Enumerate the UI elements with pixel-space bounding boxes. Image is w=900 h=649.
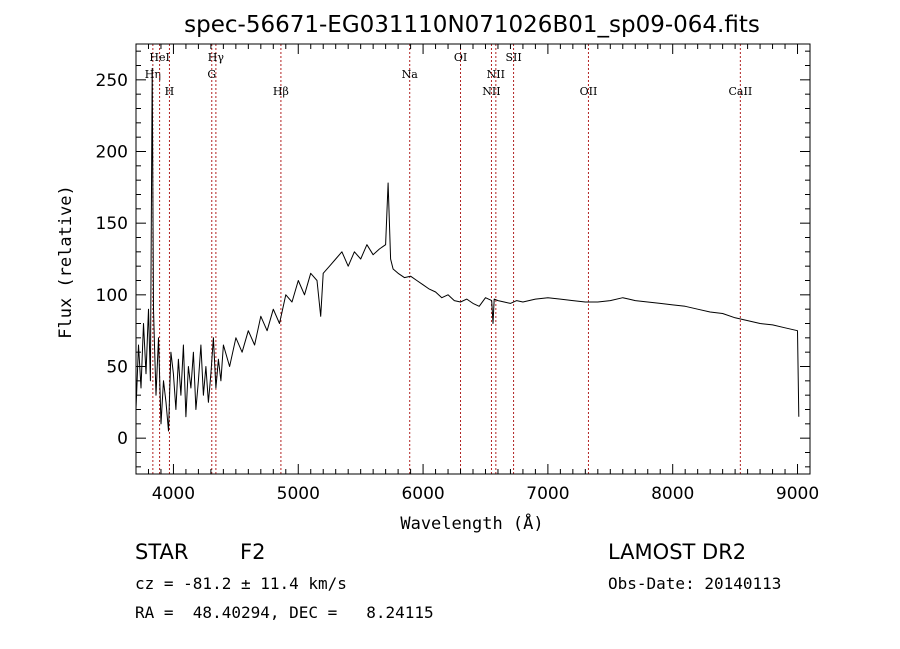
y-tick-label: 250 — [96, 71, 128, 91]
x-tick-label: 5000 — [277, 484, 320, 504]
y-axis-label: Flux (relative) — [56, 185, 76, 339]
redshift-text: cz = -81.2 ± 11.4 km/s — [135, 574, 347, 593]
obs-date-text: Obs-Date: 20140113 — [608, 574, 782, 593]
plot-frame — [135, 43, 811, 475]
spectral-line-label: CaII — [729, 85, 753, 98]
spectral-line-label: OII — [580, 85, 598, 98]
y-tick-label: 50 — [106, 358, 128, 378]
chart-title: spec-56671-EG031110N071026B01_sp09-064.f… — [184, 12, 760, 38]
spectral-line-label: OI — [454, 51, 467, 64]
x-tick-label: 7000 — [526, 484, 569, 504]
spectral-line-label: Hγ — [208, 51, 225, 64]
axes-layer: 4000 5000 6000 7000 8000 9000 0 50 100 150 200 250 — [96, 44, 819, 504]
spectral-line-label: Hη — [145, 68, 161, 81]
object-class: STAR — [135, 540, 189, 564]
x-tick-label: 8000 — [651, 484, 694, 504]
x-tick-label: 9000 — [776, 484, 819, 504]
spectral-line-label: NII — [487, 68, 505, 81]
y-tick-label: 200 — [96, 143, 128, 163]
spectral-line-label: NII — [482, 85, 500, 98]
spectrum-layer — [135, 67, 800, 432]
y-tick-label: 150 — [96, 214, 128, 234]
y-tick-label: 0 — [117, 429, 128, 449]
x-axis-label: Wavelength (Å) — [400, 512, 543, 534]
x-tick-label: 4000 — [152, 484, 195, 504]
coordinates-text: RA = 48.40294, DEC = 8.24115 — [135, 603, 434, 622]
x-tick-label: 6000 — [401, 484, 444, 504]
spectral-line-label: G — [207, 68, 216, 81]
object-subclass: F2 — [240, 540, 266, 564]
spectrum-series — [135, 67, 800, 432]
survey-label: LAMOST DR2 — [608, 540, 747, 564]
spectral-line-label: Hβ — [273, 85, 289, 98]
spectral-lines-layer: Hη HeI H Hγ G Hβ Na OI NII NII OII SII CaII — [145, 44, 752, 474]
spectral-line-label: H — [165, 85, 175, 98]
spectral-line-label: SII — [505, 51, 521, 64]
y-tick-label: 100 — [96, 286, 128, 306]
spectral-line-label: Na — [402, 68, 419, 81]
spectral-line-label: HeI — [149, 51, 169, 64]
